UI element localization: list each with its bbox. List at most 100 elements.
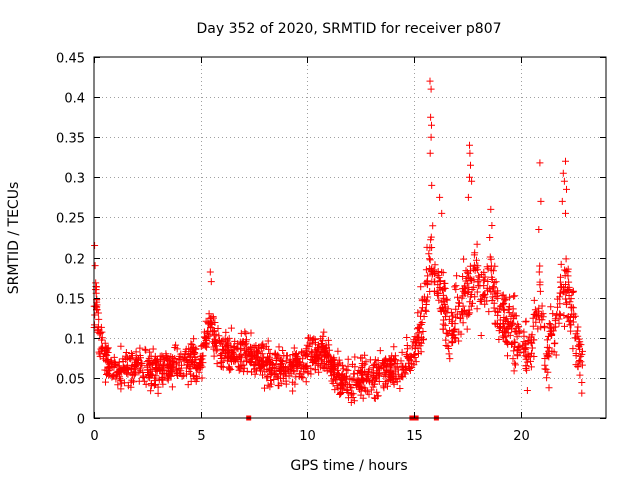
data-point (473, 240, 481, 248)
data-point (267, 380, 275, 388)
data-point (289, 378, 297, 386)
data-point (244, 353, 252, 361)
data-point (514, 346, 522, 354)
data-point (301, 352, 309, 359)
data-point (252, 342, 260, 349)
data-point (555, 319, 563, 327)
data-point (426, 288, 434, 295)
data-point (390, 343, 398, 351)
data-point (235, 366, 243, 374)
data-point (256, 362, 264, 369)
data-point (564, 287, 572, 295)
data-point (545, 384, 553, 392)
y-tick-label: 0 (77, 413, 85, 428)
data-point (465, 283, 473, 291)
data-point (513, 351, 521, 359)
data-point (96, 352, 104, 360)
data-point (199, 352, 207, 360)
data-point (247, 352, 255, 360)
data-point (308, 349, 316, 357)
data-point (217, 337, 225, 345)
data-point (115, 362, 123, 370)
data-point (444, 305, 452, 313)
data-point (487, 262, 495, 270)
data-point (466, 141, 473, 149)
data-point (188, 341, 196, 348)
data-point (339, 376, 347, 384)
data-point (359, 362, 367, 370)
data-point (102, 344, 110, 352)
data-point (109, 372, 117, 380)
data-point (247, 357, 255, 365)
data-point (442, 336, 450, 344)
data-point (368, 378, 376, 386)
data-point (141, 345, 149, 353)
data-point (436, 305, 444, 313)
data-point (318, 340, 325, 347)
data-point (558, 197, 566, 205)
data-point (308, 340, 316, 348)
data-point (98, 343, 106, 351)
data-point (160, 370, 168, 378)
data-point (114, 381, 122, 389)
data-point (578, 361, 586, 369)
data-point (369, 364, 377, 372)
data-point (388, 372, 396, 380)
data-point (97, 345, 105, 353)
plot-frame (93, 56, 607, 419)
data-point (420, 313, 428, 320)
data-point (266, 350, 274, 357)
data-point (320, 347, 328, 355)
data-point (513, 333, 521, 341)
data-point (529, 314, 537, 322)
data-point (108, 373, 116, 381)
data-point (150, 381, 158, 389)
data-point (438, 209, 446, 217)
data-point (282, 380, 290, 388)
data-point (572, 361, 580, 369)
data-point (331, 371, 338, 379)
data-point (507, 322, 515, 330)
data-point (543, 374, 551, 382)
data-point (131, 360, 139, 368)
data-point (406, 367, 414, 374)
data-point (420, 335, 427, 343)
data-point (520, 338, 528, 346)
data-point (512, 324, 520, 332)
data-point (115, 373, 123, 381)
data-point (245, 346, 253, 353)
y-tick-label: 0.15 (56, 293, 85, 308)
data-points (90, 77, 586, 421)
data-point (423, 278, 431, 286)
data-point (124, 382, 132, 390)
data-point (466, 149, 474, 157)
data-point (143, 358, 151, 366)
data-point (145, 357, 153, 364)
data-point (91, 311, 99, 319)
data-point (450, 327, 457, 335)
data-point (574, 323, 582, 331)
data-point (231, 337, 239, 345)
data-point (467, 302, 475, 310)
data-point (431, 261, 439, 269)
data-point (477, 332, 485, 339)
data-point (103, 345, 111, 353)
data-point (508, 320, 516, 328)
data-point (515, 329, 523, 337)
data-point (351, 353, 359, 361)
data-point (157, 355, 165, 363)
data-point (189, 361, 197, 369)
data-point (466, 262, 474, 270)
data-point (535, 311, 542, 319)
data-point (292, 351, 300, 358)
y-tick-label: 0.25 (56, 212, 85, 227)
data-point (279, 375, 287, 382)
data-point (438, 298, 446, 306)
data-point (227, 365, 235, 373)
data-point (193, 364, 201, 372)
data-point (425, 250, 433, 258)
data-point (536, 262, 544, 270)
data-point (327, 359, 335, 367)
data-point (510, 367, 518, 375)
data-point (463, 325, 471, 333)
